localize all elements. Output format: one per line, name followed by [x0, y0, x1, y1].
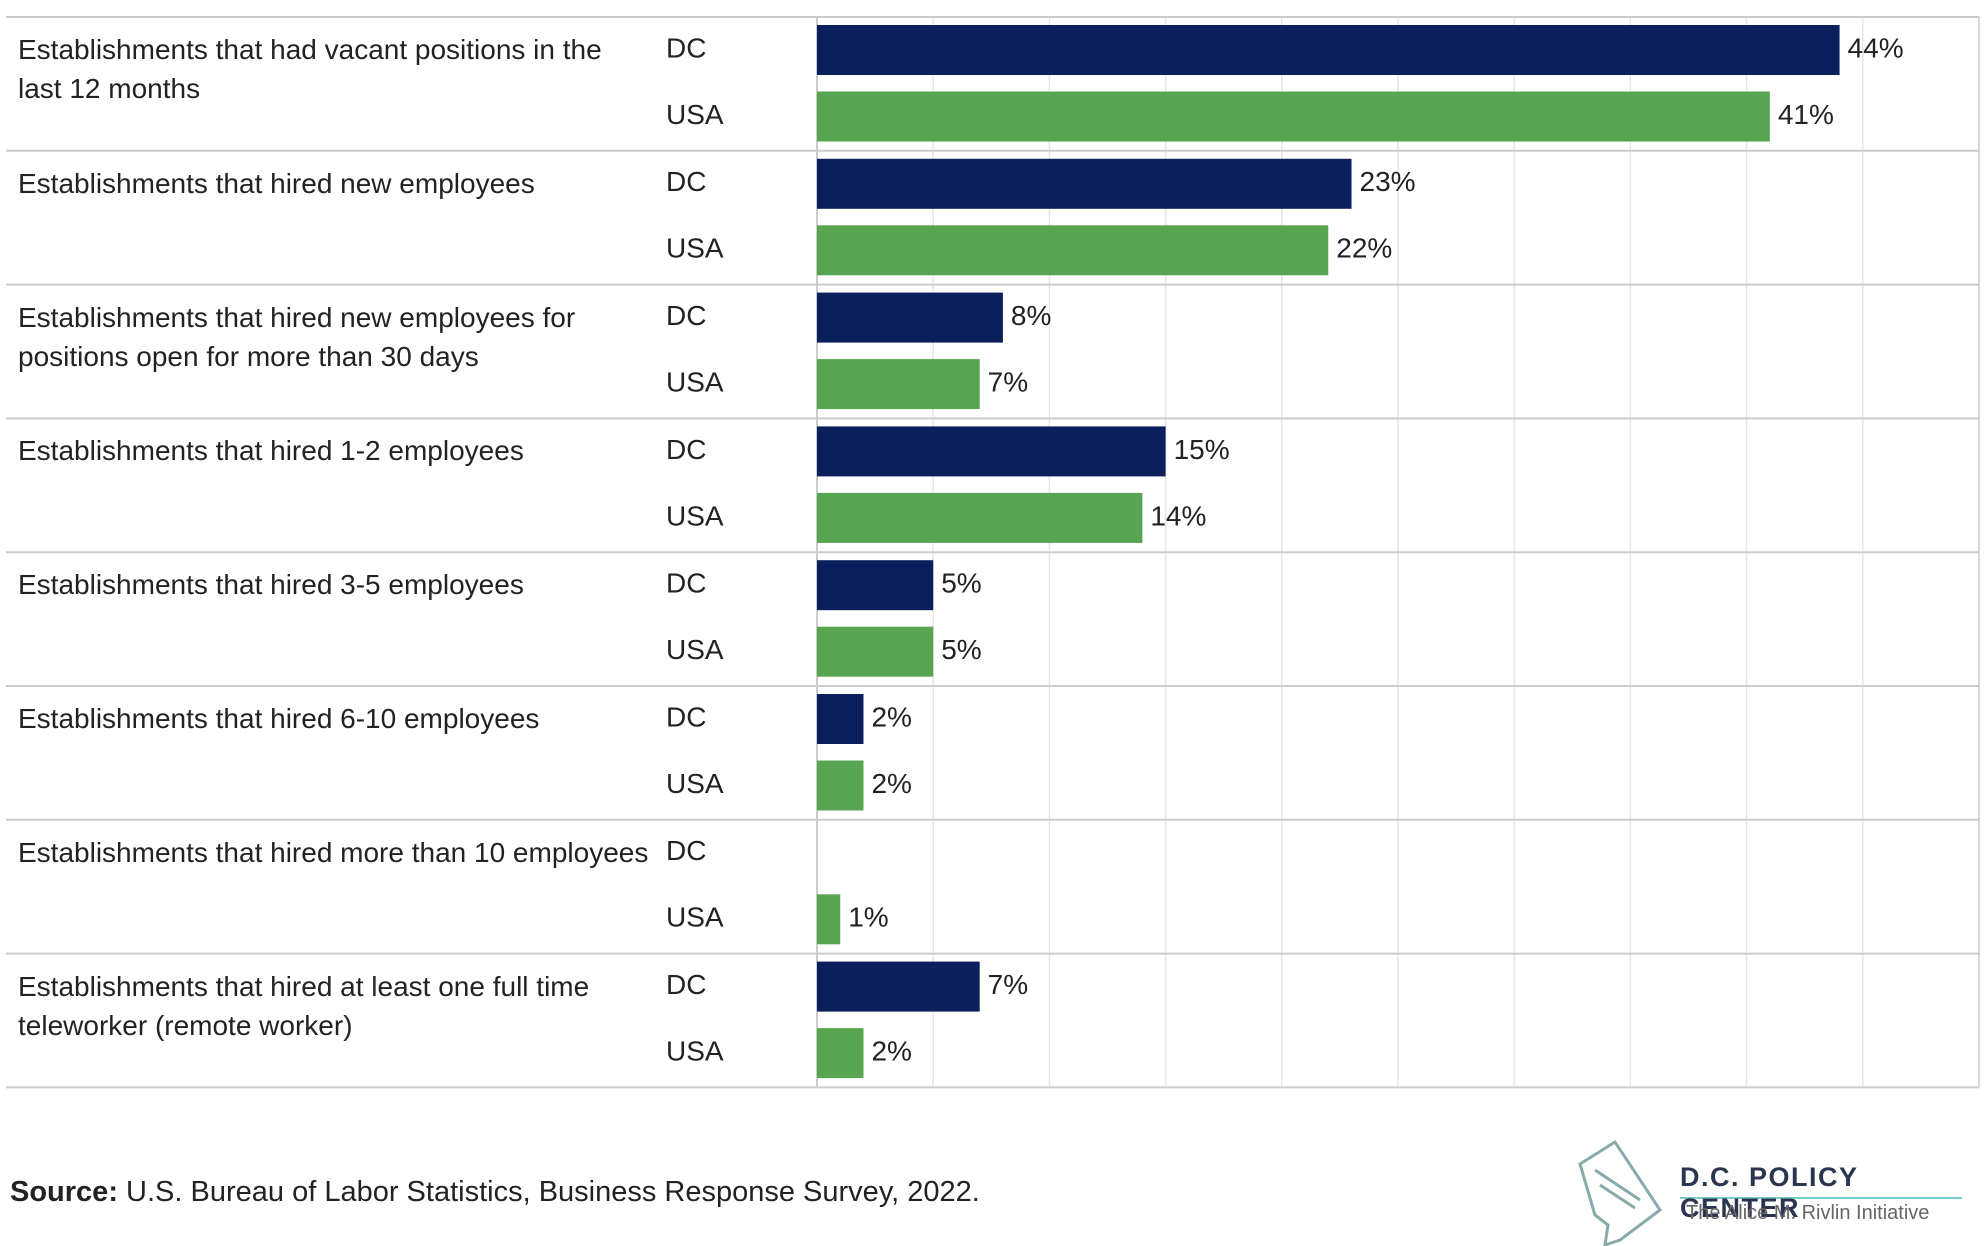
bar — [817, 91, 1770, 142]
value-label: 7% — [988, 366, 1028, 397]
source-text: U.S. Bureau of Labor Statistics, Busines… — [126, 1176, 980, 1208]
series-label: USA — [666, 233, 724, 264]
bar — [817, 158, 1352, 209]
series-label: DC — [666, 434, 706, 465]
category-label: Establishments that hired new employees — [18, 167, 535, 199]
value-label: 23% — [1360, 166, 1416, 197]
value-label: 5% — [941, 634, 981, 665]
category-label: Establishments that hired at least one f… — [18, 970, 590, 1041]
series-label: DC — [666, 32, 706, 63]
category-label: Establishments that hired 6-10 employees — [18, 703, 540, 734]
series-label: USA — [666, 500, 724, 531]
bar — [817, 292, 1003, 343]
category-label: Establishments that hired 1-2 employees — [18, 435, 524, 467]
logo-subtitle: The Alice M. Rivlin Initiative — [1686, 1202, 1930, 1224]
value-label: 5% — [941, 568, 981, 599]
bar — [817, 426, 1166, 477]
bar — [817, 894, 841, 945]
value-label: 7% — [988, 969, 1028, 1000]
value-label: 15% — [1174, 434, 1230, 465]
series-label: DC — [666, 835, 706, 866]
logo-title: D.C. POLICY CENTER — [1680, 1162, 1859, 1223]
bar — [817, 225, 1329, 276]
value-label: 2% — [871, 701, 911, 732]
series-label: USA — [666, 99, 724, 130]
series-label: USA — [666, 768, 724, 799]
series-label: DC — [666, 568, 706, 599]
value-label: 2% — [871, 1035, 911, 1066]
bar — [817, 694, 864, 744]
category-label: Establishments that had vacant positions… — [18, 34, 602, 104]
series-label: USA — [666, 634, 724, 665]
value-label: 8% — [1011, 300, 1051, 331]
series-label: DC — [666, 300, 706, 331]
bar — [817, 626, 934, 677]
series-label: USA — [666, 366, 724, 397]
bar — [817, 961, 980, 1012]
value-label: 14% — [1150, 500, 1206, 531]
series-label: USA — [666, 902, 724, 933]
series-label: DC — [666, 166, 706, 197]
series-label: USA — [666, 1035, 724, 1066]
value-label: 22% — [1336, 233, 1392, 264]
bar — [817, 492, 1143, 543]
bar — [817, 760, 864, 811]
value-label: 1% — [848, 902, 888, 933]
source: Source: U.S. Bureau of Labor Statistics,… — [10, 1176, 980, 1209]
category-label: Establishments that hired more than 10 e… — [18, 836, 649, 868]
value-label: 44% — [1848, 32, 1904, 63]
series-label: DC — [666, 701, 706, 732]
category-label: Establishments that hired new employees … — [18, 301, 576, 372]
series-label: DC — [666, 969, 706, 1000]
bar — [817, 359, 980, 410]
bar — [817, 560, 934, 611]
source-label: Source: — [10, 1176, 118, 1208]
category-label: Establishments that hired 3-5 employees — [18, 569, 524, 601]
logo-icon — [1578, 1139, 1663, 1246]
value-label: 2% — [871, 768, 911, 799]
value-label: 41% — [1778, 99, 1834, 130]
bar — [817, 1028, 864, 1079]
bar — [817, 25, 1840, 75]
